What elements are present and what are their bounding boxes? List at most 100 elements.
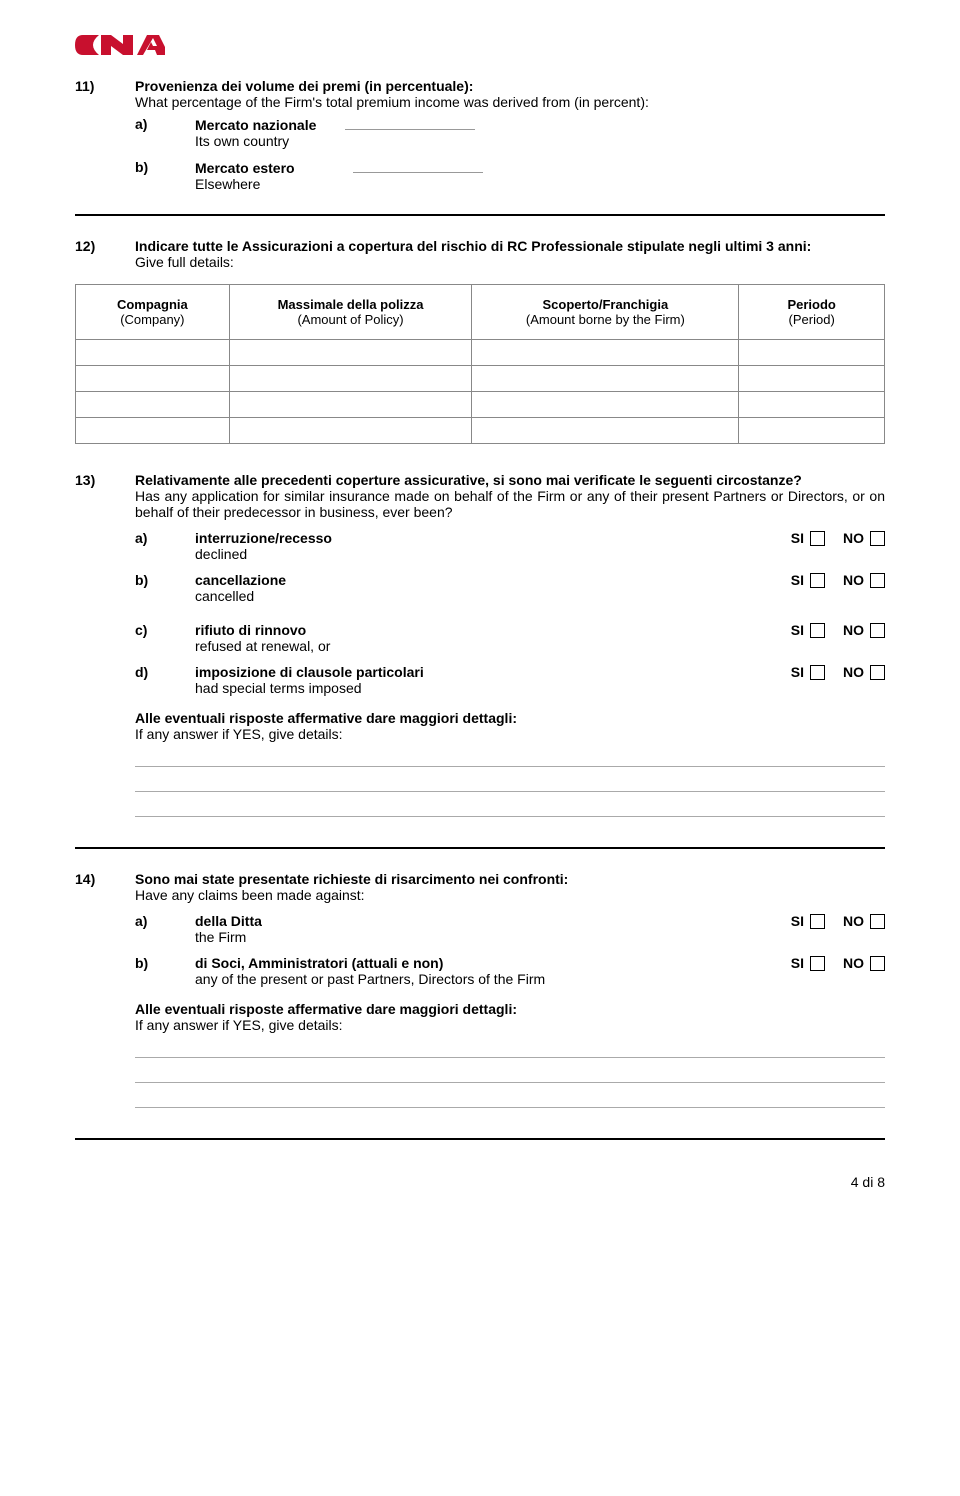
th-company-it: Compagnia <box>117 297 188 312</box>
q11-b-input-line[interactable] <box>353 159 483 173</box>
q13-details-en: If any answer if YES, give details: <box>135 726 343 742</box>
no-label: NO <box>843 530 864 546</box>
q11-a-en: Its own country <box>195 133 289 149</box>
table-row[interactable] <box>76 366 885 392</box>
q14-details-it: Alle eventuali risposte affermative dare… <box>135 1001 517 1017</box>
q11-b-letter: b) <box>135 159 195 192</box>
q11-a-it: Mercato nazionale <box>195 117 316 133</box>
no-label: NO <box>843 622 864 638</box>
insurance-table: Compagnia (Company) Massimale della poli… <box>75 284 885 444</box>
q14-title-en: Have any claims been made against: <box>135 887 365 903</box>
th-deduct-it: Scoperto/Franchigia <box>543 297 669 312</box>
q13-number: 13) <box>75 472 135 520</box>
q13-a-letter: a) <box>135 530 195 546</box>
q13-b-no-checkbox[interactable] <box>870 573 885 588</box>
q14-b-no-checkbox[interactable] <box>870 956 885 971</box>
q11-number: 11) <box>75 78 135 110</box>
section-divider <box>75 214 885 216</box>
table-header-row: Compagnia (Company) Massimale della poli… <box>76 285 885 340</box>
table-header-period: Periodo (Period) <box>739 285 885 340</box>
q13-a-en: declined <box>195 546 247 562</box>
q14-b-en: any of the present or past Partners, Dir… <box>195 971 545 987</box>
q11-a-input-line[interactable] <box>345 116 475 130</box>
q13-c-no-checkbox[interactable] <box>870 623 885 638</box>
th-deduct-en: (Amount borne by the Firm) <box>526 312 685 327</box>
q13-d-it: imposizione di clausole particolari <box>195 664 424 680</box>
q14-b-it: di Soci, Amministratori (attuali e non) <box>195 955 443 971</box>
q13-d-en: had special terms imposed <box>195 680 362 696</box>
q13-b-it: cancellazione <box>195 572 286 588</box>
q13-c-it: rifiuto di rinnovo <box>195 622 306 638</box>
q11-a-letter: a) <box>135 116 195 149</box>
section-divider <box>75 1138 885 1140</box>
table-header-company: Compagnia (Company) <box>76 285 230 340</box>
table-header-amount: Massimale della polizza (Amount of Polic… <box>229 285 472 340</box>
q13-details-it: Alle eventuali risposte affermative dare… <box>135 710 517 726</box>
q14-a-no-checkbox[interactable] <box>870 914 885 929</box>
q13-d-no-checkbox[interactable] <box>870 665 885 680</box>
q13-c-si-checkbox[interactable] <box>810 623 825 638</box>
si-label: SI <box>791 530 804 546</box>
q11-a: a) Mercato nazionale Its own country <box>135 116 885 149</box>
section-divider <box>75 847 885 849</box>
q13-answer-line[interactable] <box>135 816 885 817</box>
q11-title-en: What percentage of the Firm's total prem… <box>135 94 649 110</box>
q14-answer-line[interactable] <box>135 1107 885 1108</box>
si-label: SI <box>791 622 804 638</box>
table-row[interactable] <box>76 418 885 444</box>
si-label: SI <box>791 913 804 929</box>
q12-title-it: Indicare tutte le Assicurazioni a copert… <box>135 238 811 254</box>
q14-answer-line[interactable] <box>135 1057 885 1058</box>
q13-answer-line[interactable] <box>135 766 885 767</box>
si-label: SI <box>791 955 804 971</box>
question-12: 12) Indicare tutte le Assicurazioni a co… <box>75 238 885 270</box>
q14-a: a) della Ditta the Firm SI NO <box>135 913 885 945</box>
q12-number: 12) <box>75 238 135 270</box>
question-14: 14) Sono mai state presentate richieste … <box>75 871 885 903</box>
q13-c-letter: c) <box>135 622 195 638</box>
page-number: 4 di 8 <box>75 1174 885 1190</box>
q14-details: Alle eventuali risposte affermative dare… <box>135 1001 885 1033</box>
q13-title-it: Relativamente alle precedenti coperture … <box>135 472 802 488</box>
q13-b-si-checkbox[interactable] <box>810 573 825 588</box>
q14-a-si-checkbox[interactable] <box>810 914 825 929</box>
q13-b-letter: b) <box>135 572 195 588</box>
q13-a-no-checkbox[interactable] <box>870 531 885 546</box>
no-label: NO <box>843 913 864 929</box>
q11-title-it: Provenienza dei volume dei premi (in per… <box>135 78 473 94</box>
q14-b-si-checkbox[interactable] <box>810 956 825 971</box>
q14-b-letter: b) <box>135 955 195 971</box>
q14-a-it: della Ditta <box>195 913 262 929</box>
question-11: 11) Provenienza dei volume dei premi (in… <box>75 78 885 110</box>
q13-c: c) rifiuto di rinnovo refused at renewal… <box>135 622 885 654</box>
q11-b: b) Mercato estero Elsewhere <box>135 159 885 192</box>
question-13: 13) Relativamente alle precedenti copert… <box>75 472 885 520</box>
q13-a-si-checkbox[interactable] <box>810 531 825 546</box>
q11-b-it: Mercato estero <box>195 160 295 176</box>
table-row[interactable] <box>76 340 885 366</box>
q13-d-letter: d) <box>135 664 195 680</box>
q13-b-en: cancelled <box>195 588 254 604</box>
th-period-en: (Period) <box>789 312 835 327</box>
q13-title-en: Has any application for similar insuranc… <box>135 488 885 520</box>
q13-d-si-checkbox[interactable] <box>810 665 825 680</box>
cna-logo <box>75 30 885 60</box>
table-header-deductible: Scoperto/Franchigia (Amount borne by the… <box>472 285 739 340</box>
no-label: NO <box>843 664 864 680</box>
q14-a-en: the Firm <box>195 929 246 945</box>
q12-title-en: Give full details: <box>135 254 234 270</box>
no-label: NO <box>843 572 864 588</box>
q14-answer-line[interactable] <box>135 1082 885 1083</box>
q13-answer-line[interactable] <box>135 791 885 792</box>
si-label: SI <box>791 664 804 680</box>
no-label: NO <box>843 955 864 971</box>
q13-a-it: interruzione/recesso <box>195 530 332 546</box>
table-row[interactable] <box>76 392 885 418</box>
th-amount-en: (Amount of Policy) <box>297 312 403 327</box>
th-period-it: Periodo <box>787 297 835 312</box>
q13-d: d) imposizione di clausole particolari h… <box>135 664 885 696</box>
si-label: SI <box>791 572 804 588</box>
q14-details-en: If any answer if YES, give details: <box>135 1017 343 1033</box>
th-amount-it: Massimale della polizza <box>278 297 424 312</box>
q13-a: a) interruzione/recesso declined SI NO <box>135 530 885 562</box>
